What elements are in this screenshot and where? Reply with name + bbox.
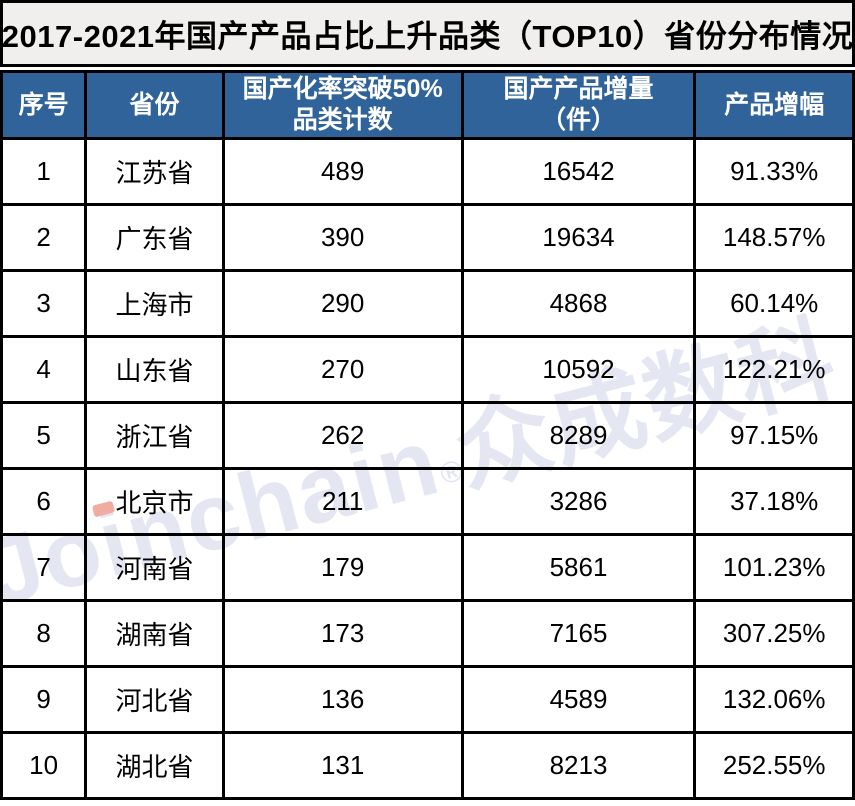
cell-growth: 252.55% xyxy=(693,731,855,800)
cell-growth: 91.33% xyxy=(693,137,855,206)
cell-categories: 290 xyxy=(221,269,464,338)
cell-rank: 4 xyxy=(0,335,88,404)
cell-rank: 1 xyxy=(0,137,88,206)
cell-province: 山东省 xyxy=(84,335,225,404)
cell-rank: 6 xyxy=(0,467,88,536)
column-header-rank: 序号 xyxy=(0,70,88,140)
data-table: 序号 省份 国产化率突破50% 品类计数 国产产品增量 （件） 产品增幅 1 江苏省… xyxy=(0,70,855,800)
cell-categories: 131 xyxy=(221,731,464,800)
cell-increment: 4589 xyxy=(460,665,697,734)
cell-growth: 60.14% xyxy=(693,269,855,338)
title-bar: 2017-2021年国产产品占比上升品类（TOP10）省份分布情况 xyxy=(0,0,855,67)
column-header-increment: 国产产品增量 （件） xyxy=(460,70,697,140)
cell-province: 北京市 xyxy=(84,467,225,536)
cell-growth: 148.57% xyxy=(693,203,855,272)
cell-rank: 3 xyxy=(0,269,88,338)
cell-province: 湖北省 xyxy=(84,731,225,800)
cell-rank: 7 xyxy=(0,533,88,602)
cell-rank: 2 xyxy=(0,203,88,272)
cell-province: 浙江省 xyxy=(84,401,225,470)
cell-growth: 97.15% xyxy=(693,401,855,470)
cell-rank: 5 xyxy=(0,401,88,470)
table-row: 4 山东省 270 10592 122.21% xyxy=(0,335,855,404)
cell-increment: 7165 xyxy=(460,599,697,668)
cell-growth: 132.06% xyxy=(693,665,855,734)
cell-province: 广东省 xyxy=(84,203,225,272)
cell-rank: 9 xyxy=(0,665,88,734)
cell-province: 上海市 xyxy=(84,269,225,338)
table-row: 10 湖北省 131 8213 252.55% xyxy=(0,731,855,800)
table-row: 2 广东省 390 19634 148.57% xyxy=(0,203,855,272)
cell-increment: 4868 xyxy=(460,269,697,338)
cell-categories: 270 xyxy=(221,335,464,404)
cell-growth: 122.21% xyxy=(693,335,855,404)
cell-increment: 8289 xyxy=(460,401,697,470)
cell-increment: 8213 xyxy=(460,731,697,800)
cell-province: 河北省 xyxy=(84,665,225,734)
cell-rank: 10 xyxy=(0,731,88,800)
table-row: 6 北京市 211 3286 37.18% xyxy=(0,467,855,536)
cell-province: 江苏省 xyxy=(84,137,225,206)
column-header-province: 省份 xyxy=(84,70,225,140)
column-header-category-count: 国产化率突破50% 品类计数 xyxy=(221,70,464,140)
column-header-growth: 产品增幅 xyxy=(693,70,855,140)
table-body: 1 江苏省 489 16542 91.33% 2 广东省 390 19634 1… xyxy=(0,137,855,800)
cell-increment: 10592 xyxy=(460,335,697,404)
cell-increment: 3286 xyxy=(460,467,697,536)
cell-categories: 489 xyxy=(221,137,464,206)
cell-increment: 19634 xyxy=(460,203,697,272)
cell-categories: 390 xyxy=(221,203,464,272)
table-row: 5 浙江省 262 8289 97.15% xyxy=(0,401,855,470)
cell-growth: 307.25% xyxy=(693,599,855,668)
cell-growth: 37.18% xyxy=(693,467,855,536)
page-title: 2017-2021年国产产品占比上升品类（TOP10）省份分布情况 xyxy=(1,19,854,54)
table-row: 3 上海市 290 4868 60.14% xyxy=(0,269,855,338)
cell-growth: 101.23% xyxy=(693,533,855,602)
cell-province: 河南省 xyxy=(84,533,225,602)
table-row: 9 河北省 136 4589 132.06% xyxy=(0,665,855,734)
header-row: 序号 省份 国产化率突破50% 品类计数 国产产品增量 （件） 产品增幅 xyxy=(0,70,855,140)
cell-province: 湖南省 xyxy=(84,599,225,668)
table-row: 7 河南省 179 5861 101.23% xyxy=(0,533,855,602)
cell-categories: 262 xyxy=(221,401,464,470)
cell-categories: 173 xyxy=(221,599,464,668)
cell-increment: 5861 xyxy=(460,533,697,602)
table-header: 序号 省份 国产化率突破50% 品类计数 国产产品增量 （件） 产品增幅 xyxy=(0,70,855,140)
cell-categories: 136 xyxy=(221,665,464,734)
cell-categories: 179 xyxy=(221,533,464,602)
cell-rank: 8 xyxy=(0,599,88,668)
table-row: 1 江苏省 489 16542 91.33% xyxy=(0,137,855,206)
cell-increment: 16542 xyxy=(460,137,697,206)
table-row: 8 湖南省 173 7165 307.25% xyxy=(0,599,855,668)
cell-categories: 211 xyxy=(221,467,464,536)
